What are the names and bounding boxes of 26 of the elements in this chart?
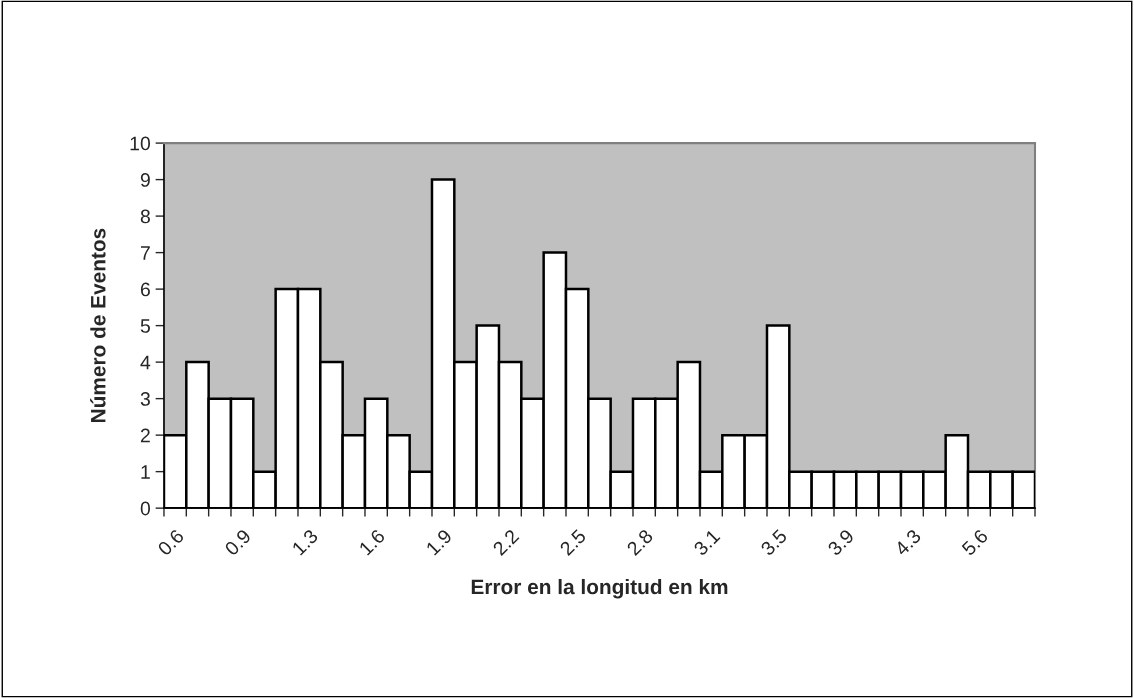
y-tick-label: 0 — [140, 501, 151, 516]
y-tick-label: 6 — [140, 282, 150, 297]
x-tick-label: 3.9 — [826, 528, 855, 557]
y-tick-label: 10 — [130, 136, 151, 151]
y-tick-label: 5 — [140, 319, 150, 333]
x-axis-title: Error en la longitud en km — [471, 578, 728, 599]
x-tick-label: 4.3 — [893, 528, 922, 557]
x-tick-label: 1.9 — [425, 528, 453, 556]
x-tick-label: 3.1 — [692, 528, 721, 557]
y-tick-label: 8 — [140, 209, 150, 224]
y-tick-label: 7 — [140, 246, 150, 260]
x-tick-label: 3.5 — [759, 528, 788, 557]
x-tick-label: 2.5 — [559, 528, 587, 557]
y-tick-label: 9 — [140, 173, 150, 187]
x-tick-label: 0.6 — [156, 528, 185, 557]
x-tick-label: 5.6 — [960, 528, 989, 557]
x-tick-label: 1.3 — [291, 528, 319, 556]
x-tick-label: 2.2 — [492, 528, 520, 556]
y-tick-label: 1 — [141, 465, 150, 479]
y-tick-label: 2 — [140, 428, 150, 443]
y-tick-label: 3 — [140, 392, 150, 406]
x-tick-label: 2.8 — [626, 528, 654, 557]
x-tick-label: 1.6 — [358, 528, 386, 556]
y-axis-title: Número de Eventos — [90, 228, 106, 423]
y-tick-label: 4 — [140, 355, 151, 370]
x-tick-label: 0.9 — [223, 528, 252, 557]
